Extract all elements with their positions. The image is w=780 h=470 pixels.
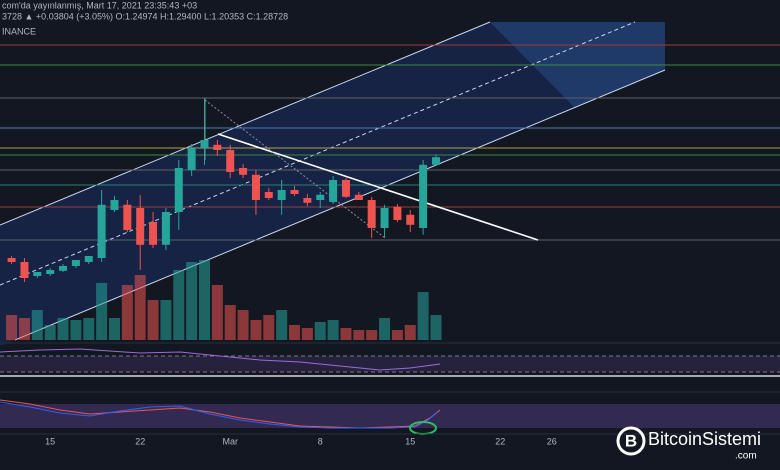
volume-bar (391, 330, 403, 340)
watermark-logo: B (616, 426, 646, 456)
volume-bar (404, 325, 416, 340)
stoch-k (0, 401, 439, 429)
x-tick-label: 8 (318, 436, 323, 446)
volume-bar (18, 318, 30, 340)
volume-bar (289, 325, 301, 340)
candle-body (393, 206, 402, 220)
volume-bar (44, 325, 56, 340)
trend-line (217, 133, 539, 241)
watermark-text: BitcoinSistemi (648, 429, 761, 449)
candle-body (367, 200, 376, 228)
candle-body (316, 194, 325, 200)
volume-bar (147, 300, 159, 340)
candle-body (20, 262, 29, 278)
candle-body (59, 266, 68, 271)
volume-bar (57, 318, 69, 340)
volume-bar (160, 300, 172, 340)
volume-bar (301, 328, 313, 340)
candle-body (329, 180, 338, 202)
volume-bar (250, 320, 262, 340)
candle-body (290, 190, 299, 194)
candle-body (123, 204, 132, 230)
x-tick-label: 15 (45, 436, 55, 446)
candle-body (110, 200, 119, 210)
levels (0, 44, 780, 241)
x-tick-label: 26 (547, 436, 557, 446)
volume-bar (96, 283, 108, 340)
watermark-suffix: .com (735, 451, 757, 462)
volume-bar (379, 318, 391, 340)
volume-bar (6, 315, 18, 340)
volume-bar (353, 330, 365, 340)
candle-body (419, 164, 428, 228)
candle-body (226, 150, 235, 172)
volume-bar (108, 318, 120, 340)
volume-bar (211, 285, 223, 340)
candle-body (174, 168, 183, 212)
candle-body (33, 272, 42, 276)
candle-body (7, 258, 16, 262)
exchange-label: INANCE (2, 26, 36, 36)
x-tick-label: 22 (135, 436, 145, 446)
volume-bar (417, 292, 429, 340)
volume-bar (263, 315, 275, 340)
guide-line (204, 99, 386, 239)
channel-mid (0, 21, 636, 286)
candle-body (187, 148, 196, 170)
candle-body (149, 222, 158, 245)
volume-bar (121, 285, 133, 340)
x-tick-label: Mar (222, 436, 238, 446)
stoch-d (0, 399, 441, 429)
candle-body (431, 157, 440, 165)
candle-body (341, 180, 350, 197)
volume-bar (237, 310, 249, 340)
candle-body (239, 168, 248, 175)
volume-bar (83, 318, 95, 340)
candle-body (406, 214, 415, 225)
candle-body (303, 198, 312, 203)
candle-body (213, 144, 222, 150)
volume-bar (314, 322, 326, 340)
header-line: com'da yayınlanmış, Mart 17, 2021 23:35:… (2, 0, 197, 10)
volume-bar (366, 330, 378, 340)
volume-bar (186, 262, 198, 340)
header-line: 3728 ▲ +0.03804 (+3.05%) O:1.24974 H:1.2… (2, 11, 288, 21)
candle-body (84, 256, 93, 262)
volume-bar (276, 310, 288, 340)
channel-upper (0, 21, 491, 226)
volume-bar (173, 270, 185, 340)
candle-body (251, 174, 260, 200)
candle-body (71, 260, 80, 266)
rsi-line (0, 348, 441, 371)
volume-bar (199, 260, 210, 340)
volume-bar (70, 320, 82, 340)
candle-body (380, 208, 389, 228)
volume-bar (340, 328, 352, 340)
volume-bar (224, 305, 236, 340)
candle-body (354, 194, 363, 200)
volume-bar (327, 320, 339, 340)
stoch-band (0, 404, 780, 428)
candle-body (264, 192, 273, 198)
candle-body (46, 270, 55, 274)
x-tick-label: 22 (495, 436, 505, 446)
rsi-band (0, 356, 780, 372)
svg-text:B: B (625, 431, 637, 450)
candle-body (200, 140, 209, 148)
volume-bar (31, 310, 43, 340)
x-tick-label: 15 (405, 436, 415, 446)
candle-body (161, 212, 170, 245)
volume-bar (134, 275, 146, 340)
volume-bar (430, 315, 442, 340)
candle-body (277, 190, 286, 200)
candle-body (136, 208, 145, 245)
candle-body (97, 204, 106, 258)
